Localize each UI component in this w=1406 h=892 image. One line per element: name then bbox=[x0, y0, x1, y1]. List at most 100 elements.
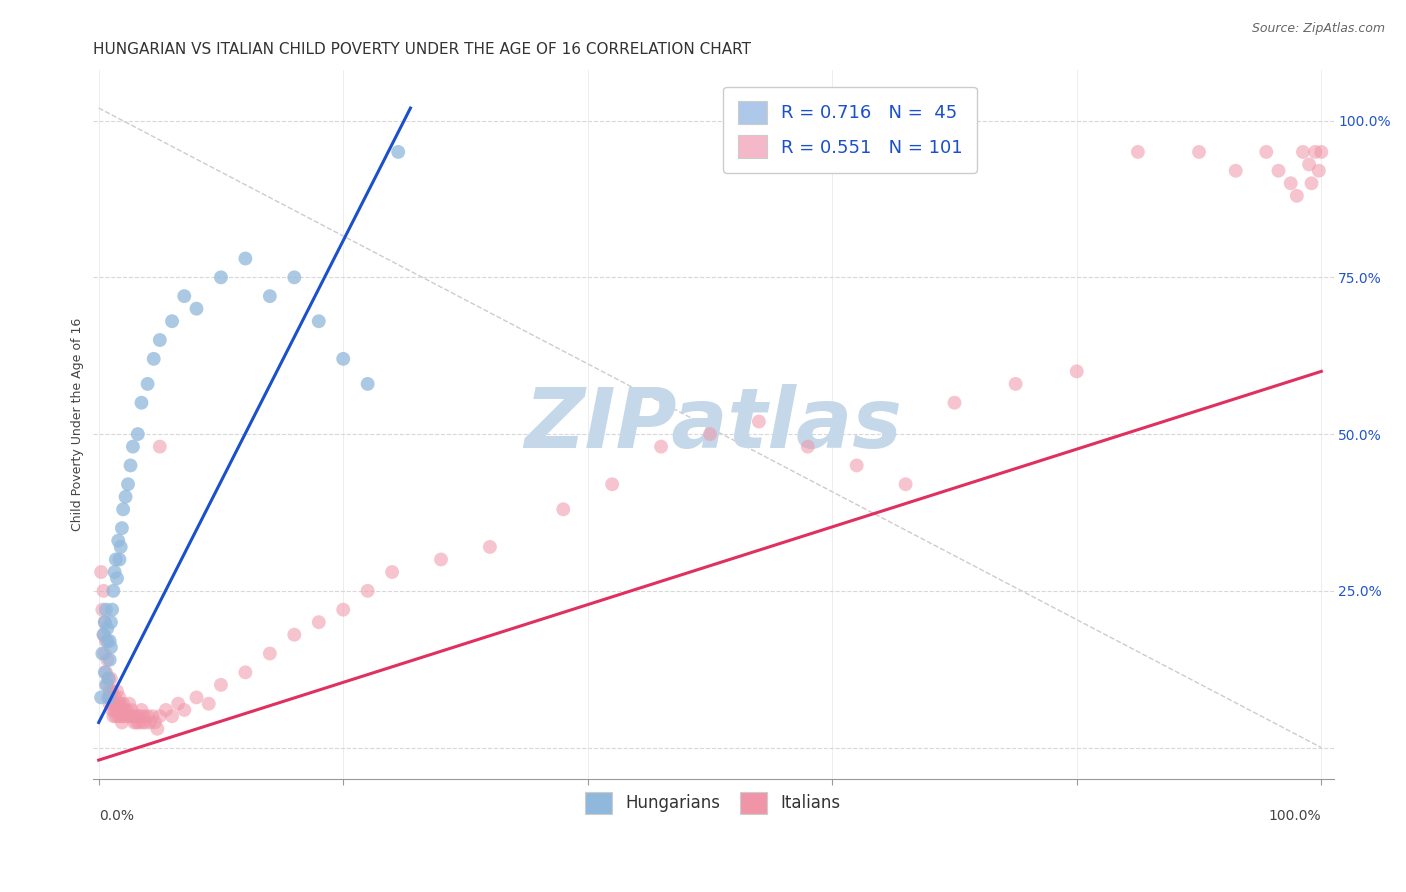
Point bbox=[105, 684, 128, 698]
Point bbox=[797, 440, 820, 454]
Point bbox=[98, 653, 121, 667]
Point bbox=[94, 665, 117, 680]
Point bbox=[1225, 163, 1247, 178]
Point bbox=[91, 647, 114, 661]
Point bbox=[1279, 176, 1302, 190]
Point bbox=[90, 565, 112, 579]
Point bbox=[283, 270, 305, 285]
Point bbox=[553, 502, 575, 516]
Point bbox=[100, 615, 122, 630]
Point bbox=[650, 440, 672, 454]
Point bbox=[1004, 376, 1026, 391]
Point bbox=[97, 690, 120, 705]
Point bbox=[105, 571, 128, 585]
Point bbox=[103, 697, 125, 711]
Point bbox=[748, 415, 770, 429]
Point bbox=[112, 697, 135, 711]
Point bbox=[101, 602, 124, 616]
Point bbox=[173, 289, 195, 303]
Point bbox=[117, 709, 139, 723]
Point bbox=[186, 690, 208, 705]
Point bbox=[943, 395, 966, 409]
Text: Source: ZipAtlas.com: Source: ZipAtlas.com bbox=[1251, 22, 1385, 36]
Point bbox=[96, 634, 118, 648]
Point bbox=[108, 703, 131, 717]
Point bbox=[91, 602, 114, 616]
Text: 0.0%: 0.0% bbox=[98, 809, 134, 823]
Point bbox=[149, 709, 172, 723]
Y-axis label: Child Poverty Under the Age of 16: Child Poverty Under the Age of 16 bbox=[72, 318, 84, 532]
Text: ZIPatlas: ZIPatlas bbox=[524, 384, 903, 465]
Point bbox=[141, 709, 163, 723]
Point bbox=[136, 376, 159, 391]
Point bbox=[699, 427, 721, 442]
Point bbox=[114, 709, 136, 723]
Point bbox=[90, 690, 112, 705]
Point bbox=[97, 672, 120, 686]
Point bbox=[96, 622, 118, 636]
Point bbox=[101, 684, 124, 698]
Point bbox=[111, 715, 134, 730]
Point bbox=[197, 697, 219, 711]
Point bbox=[114, 490, 136, 504]
Point bbox=[103, 709, 125, 723]
Point bbox=[107, 533, 129, 548]
Point bbox=[356, 376, 378, 391]
Point bbox=[111, 521, 134, 535]
Point bbox=[93, 583, 115, 598]
Point bbox=[110, 709, 132, 723]
Point bbox=[1126, 145, 1149, 159]
Point bbox=[142, 351, 165, 366]
Point bbox=[173, 703, 195, 717]
Point bbox=[104, 709, 127, 723]
Point bbox=[94, 647, 117, 661]
Point bbox=[127, 427, 149, 442]
Point bbox=[93, 628, 115, 642]
Point bbox=[94, 634, 117, 648]
Point bbox=[430, 552, 453, 566]
Point bbox=[124, 709, 146, 723]
Point bbox=[332, 351, 354, 366]
Point bbox=[112, 709, 135, 723]
Point bbox=[1292, 145, 1315, 159]
Point bbox=[97, 672, 120, 686]
Point bbox=[110, 697, 132, 711]
Point bbox=[167, 697, 190, 711]
Point bbox=[122, 709, 145, 723]
Point bbox=[105, 703, 128, 717]
Point bbox=[120, 709, 142, 723]
Point bbox=[478, 540, 501, 554]
Point bbox=[381, 565, 404, 579]
Point bbox=[104, 697, 127, 711]
Point bbox=[1301, 176, 1323, 190]
Point bbox=[186, 301, 208, 316]
Point bbox=[111, 703, 134, 717]
Point bbox=[139, 715, 162, 730]
Point bbox=[1188, 145, 1211, 159]
Point bbox=[103, 583, 125, 598]
Point bbox=[108, 552, 131, 566]
Point bbox=[149, 440, 172, 454]
Point bbox=[94, 665, 117, 680]
Point bbox=[120, 458, 142, 473]
Point bbox=[387, 145, 409, 159]
Point bbox=[1303, 145, 1326, 159]
Point bbox=[94, 602, 117, 616]
Point bbox=[1298, 157, 1320, 171]
Point bbox=[127, 709, 149, 723]
Point bbox=[1308, 163, 1330, 178]
Point bbox=[259, 289, 281, 303]
Point bbox=[894, 477, 917, 491]
Point bbox=[131, 703, 153, 717]
Point bbox=[100, 640, 122, 655]
Point bbox=[93, 628, 115, 642]
Point bbox=[112, 703, 135, 717]
Point bbox=[149, 333, 172, 347]
Point bbox=[1256, 145, 1278, 159]
Point bbox=[112, 502, 135, 516]
Point bbox=[600, 477, 623, 491]
Point bbox=[132, 709, 155, 723]
Point bbox=[108, 690, 131, 705]
Point bbox=[332, 602, 354, 616]
Point bbox=[117, 477, 139, 491]
